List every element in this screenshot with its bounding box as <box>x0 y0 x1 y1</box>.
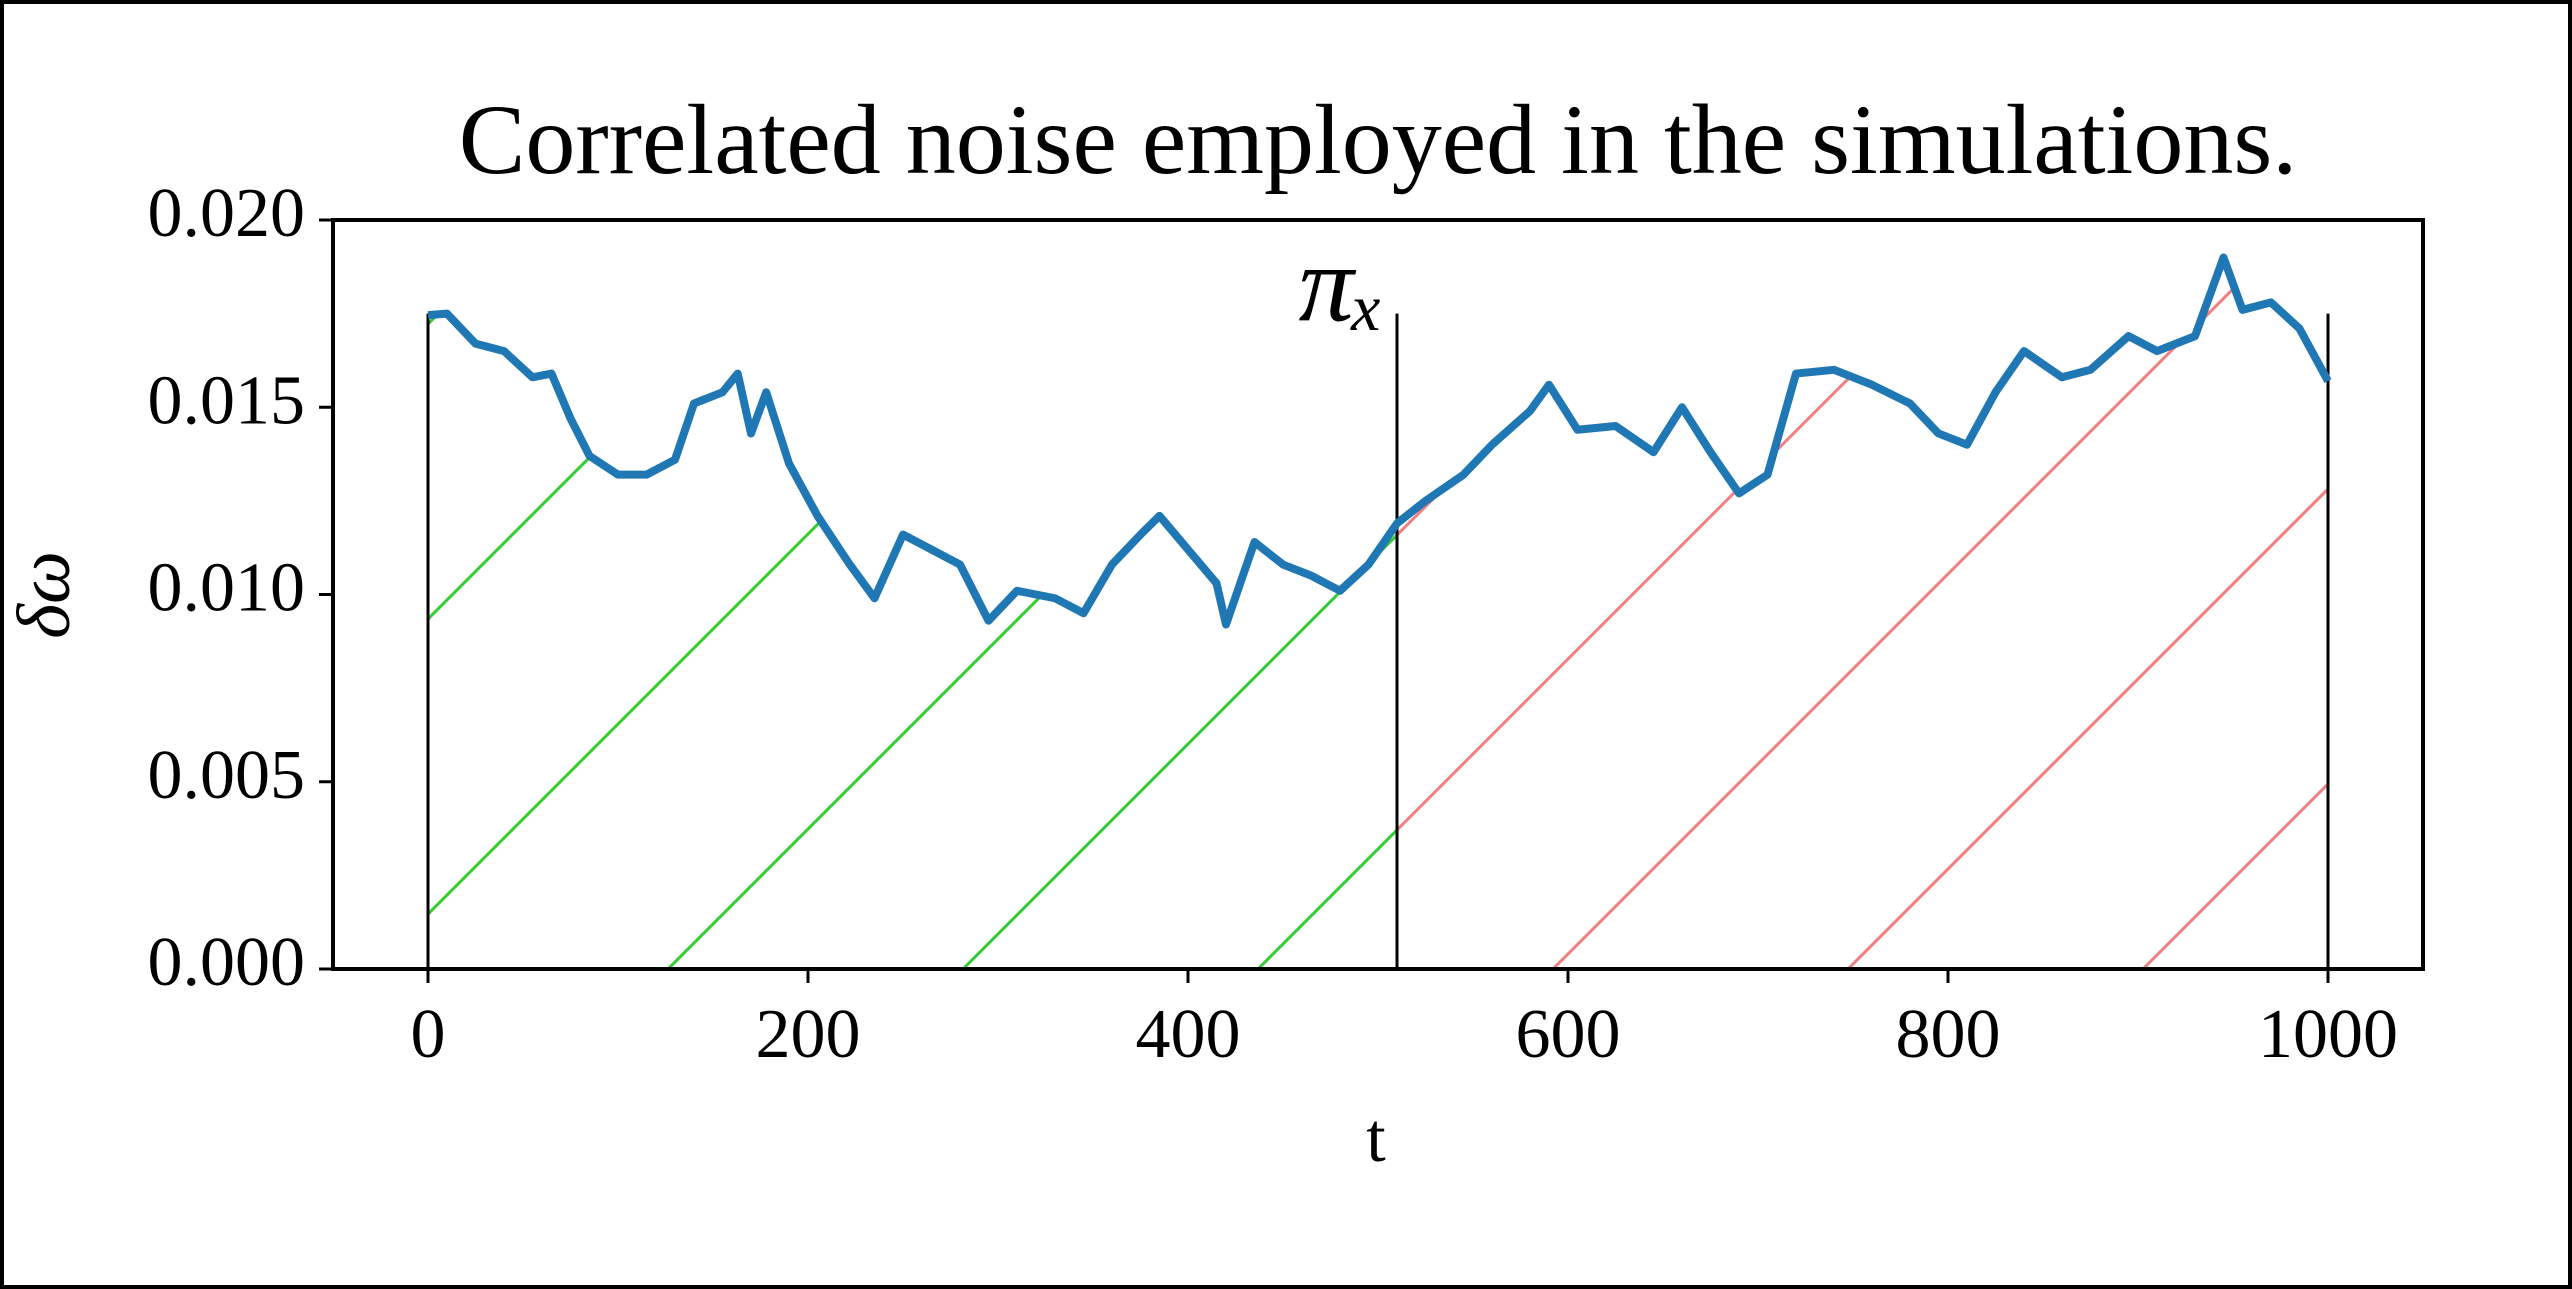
y-tick-label: 0.020 <box>148 175 306 252</box>
x-tick-label: 1000 <box>2258 996 2398 1073</box>
annotation: πₓ <box>1299 222 1385 344</box>
x-tick-label: 400 <box>1136 996 1241 1073</box>
x-tick-label: 600 <box>1516 996 1621 1073</box>
y-tick-label: 0.000 <box>148 924 306 1001</box>
y-tick-label: 0.015 <box>148 362 306 439</box>
x-tick-label: 200 <box>756 996 861 1073</box>
chart-title: Correlated noise employed in the simulat… <box>459 84 2298 195</box>
y-tick-label: 0.005 <box>148 737 306 814</box>
y-axis-label: δω <box>3 551 86 639</box>
x-tick-label: 800 <box>1896 996 2001 1073</box>
y-tick-label: 0.010 <box>148 550 306 627</box>
data-line <box>427 253 2332 629</box>
x-tick-label: 0 <box>411 996 446 1073</box>
x-axis-label: t <box>1366 1100 1386 1177</box>
